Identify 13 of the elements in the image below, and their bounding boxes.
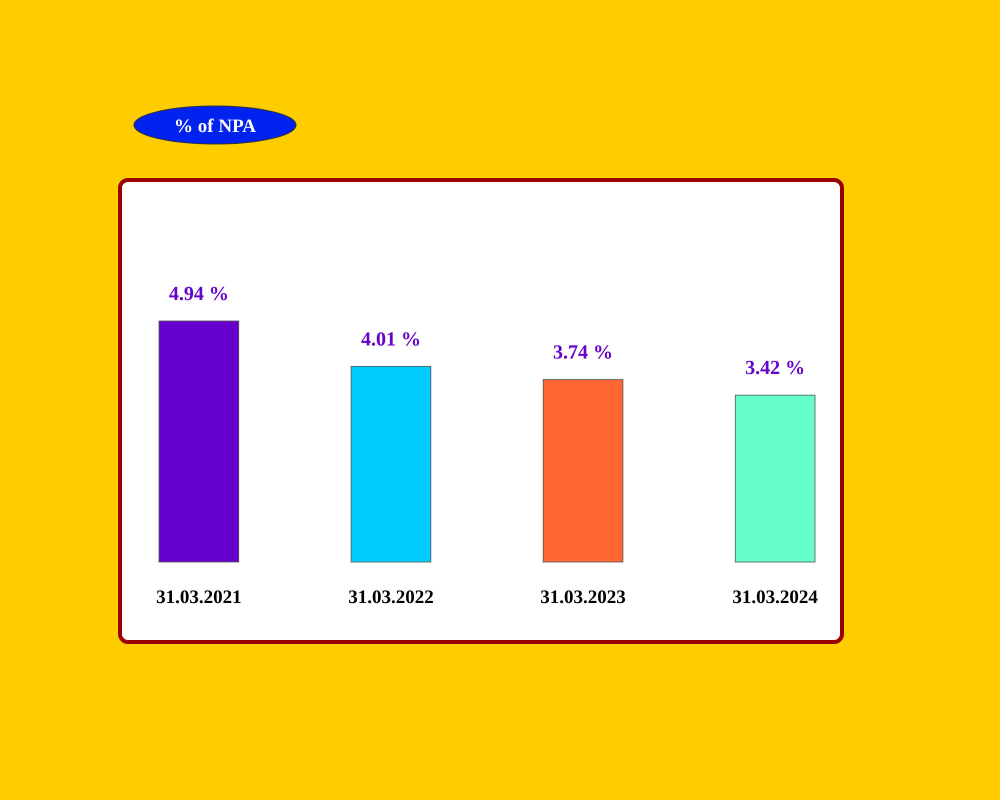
x-tick-label: 31.03.2021 <box>156 587 242 608</box>
bar <box>542 379 624 562</box>
bar <box>734 394 816 562</box>
data-label: 4.01 % <box>360 328 421 350</box>
data-label: 3.74 % <box>553 342 614 364</box>
chart-title: % of NPA <box>174 116 256 137</box>
data-label: 3.42 % <box>745 357 806 380</box>
data-label: 4.94 % <box>168 283 229 305</box>
bar <box>158 320 240 562</box>
x-tick-label: 31.03.2024 <box>732 587 818 608</box>
bar <box>350 366 432 562</box>
x-tick-label: 31.03.2023 <box>540 587 626 608</box>
x-tick-label: 31.03.2022 <box>348 587 434 608</box>
